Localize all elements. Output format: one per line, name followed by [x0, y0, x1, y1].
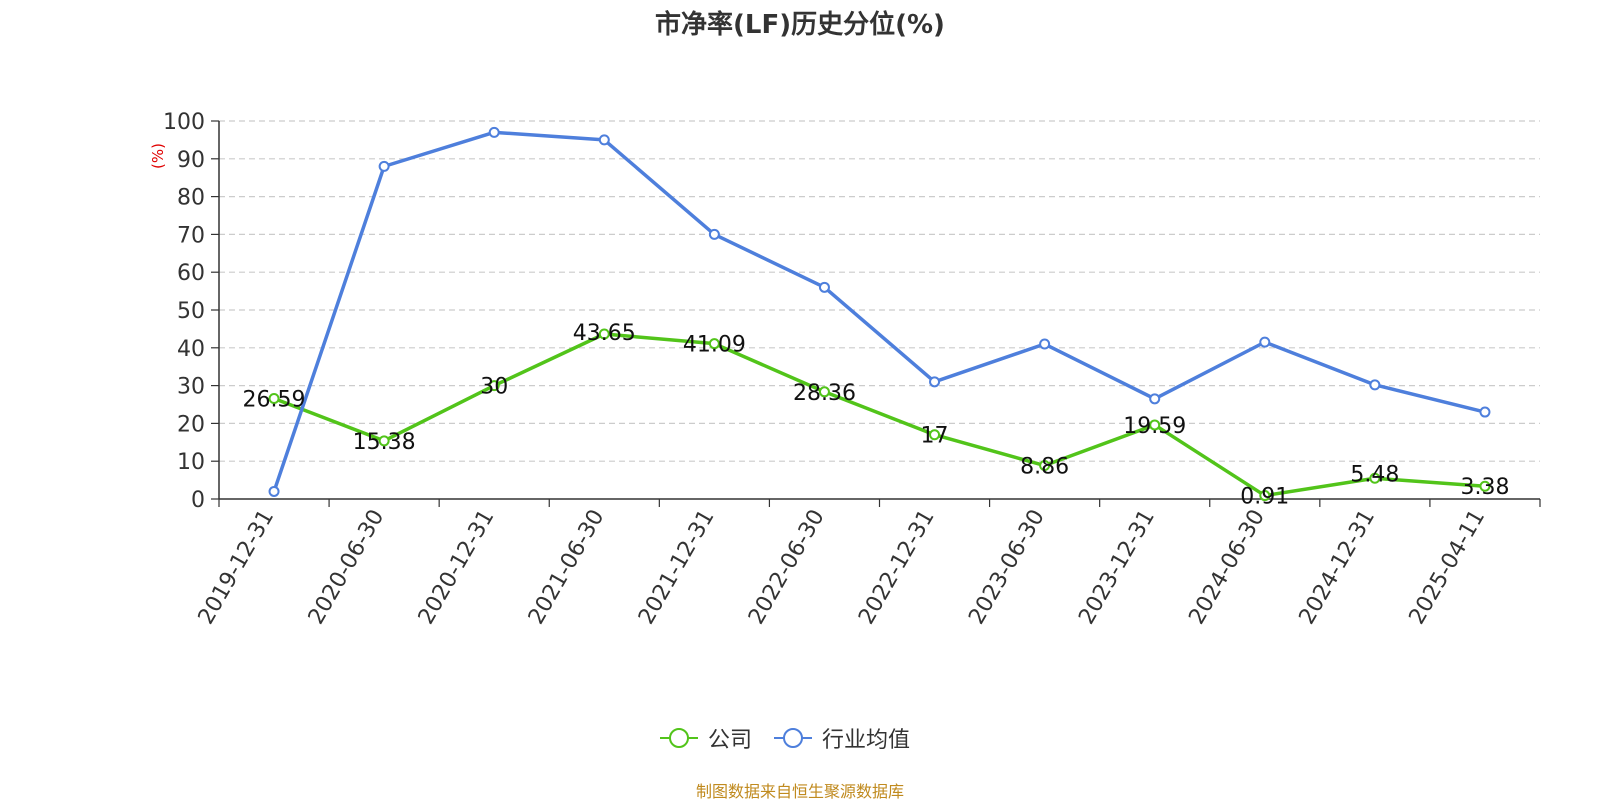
x-tick-label: 2023-12-31 — [1074, 506, 1160, 629]
data-label-company: 19.59 — [1123, 414, 1186, 439]
y-tick-label: 10 — [177, 450, 205, 475]
x-tick-label: 2022-06-30 — [744, 506, 830, 629]
data-point-company — [268, 392, 280, 404]
x-tick-label: 2024-12-31 — [1294, 506, 1380, 629]
x-tick-label: 2020-06-30 — [304, 506, 390, 629]
data-point-industry — [488, 126, 500, 138]
data-point-industry — [1259, 336, 1271, 348]
data-point-company — [1479, 480, 1491, 492]
x-tick-label: 2019-12-31 — [194, 506, 280, 629]
chart-title: 市净率(LF)历史分位(%) — [655, 10, 945, 40]
data-point-company — [488, 380, 500, 392]
data-label-company: 30 — [480, 375, 508, 400]
y-tick-label: 60 — [177, 261, 205, 286]
x-tick-label: 2020-12-31 — [414, 506, 500, 629]
data-point-industry — [708, 228, 720, 240]
series-line-company — [273, 332, 1486, 498]
legend-item-industry[interactable]: 行业均值 — [774, 722, 910, 754]
data-point-company — [929, 429, 941, 441]
legend-label-company: 公司 — [708, 728, 753, 753]
data-point-industry — [268, 485, 280, 497]
y-tick-label: 70 — [177, 223, 205, 248]
data-point-industry — [1149, 393, 1161, 405]
data-label-company: 26.59 — [243, 387, 306, 412]
y-tick-label: 0 — [191, 488, 205, 513]
data-point-industry — [1369, 379, 1381, 391]
data-label-company: 43.65 — [573, 321, 636, 346]
x-tick-label: 2025-04-11 — [1405, 506, 1491, 629]
x-tick-label: 2021-12-31 — [634, 506, 720, 629]
x-tick-label: 2024-06-30 — [1184, 506, 1270, 629]
y-tick-label: 80 — [177, 186, 205, 211]
data-label-company: 41.09 — [683, 333, 746, 358]
x-tick-label: 2023-06-30 — [964, 506, 1050, 629]
y-axis-label: (%) — [149, 143, 167, 169]
y-tick-label: 50 — [177, 299, 205, 324]
data-point-industry — [818, 281, 830, 293]
data-point-company — [1149, 419, 1161, 431]
data-point-company — [1369, 472, 1381, 484]
y-tick-label: 100 — [163, 110, 205, 135]
data-label-company: 17 — [921, 424, 949, 449]
x-tick-label: 2021-06-30 — [524, 506, 610, 629]
data-point-company — [708, 338, 720, 350]
data-label-company: 15.38 — [353, 430, 416, 455]
data-point-company — [1039, 460, 1051, 472]
legend-company-icon — [660, 728, 698, 748]
source-note: 制图数据来自恒生聚源数据库 — [695, 782, 904, 801]
data-point-industry — [1479, 406, 1491, 418]
y-tick-label: 20 — [177, 412, 205, 437]
data-point-company — [1259, 490, 1271, 502]
y-tick-label: 30 — [177, 375, 205, 400]
series-line-industry — [272, 130, 1486, 493]
data-point-company — [818, 386, 830, 398]
legend: 公司 行业均值 — [660, 722, 932, 754]
data-label-company: 5.48 — [1350, 462, 1399, 487]
y-tick-label: 40 — [177, 337, 205, 362]
data-point-industry — [598, 134, 610, 146]
legend-label-industry: 行业均值 — [822, 728, 911, 753]
data-label-company: 28.36 — [793, 381, 856, 406]
legend-industry-icon — [774, 728, 813, 748]
y-tick-label: 90 — [177, 148, 205, 173]
data-point-industry — [1039, 338, 1051, 350]
data-point-company — [598, 328, 610, 340]
legend-item-company[interactable]: 公司 — [660, 722, 752, 754]
x-tick-label: 2022-12-31 — [854, 506, 940, 629]
data-point-company — [378, 435, 390, 447]
data-point-industry — [929, 376, 941, 388]
data-point-industry — [378, 160, 390, 172]
data-label-company: 3.38 — [1460, 475, 1509, 500]
data-label-company: 8.86 — [1020, 455, 1069, 480]
data-label-company: 0.91 — [1240, 485, 1289, 510]
